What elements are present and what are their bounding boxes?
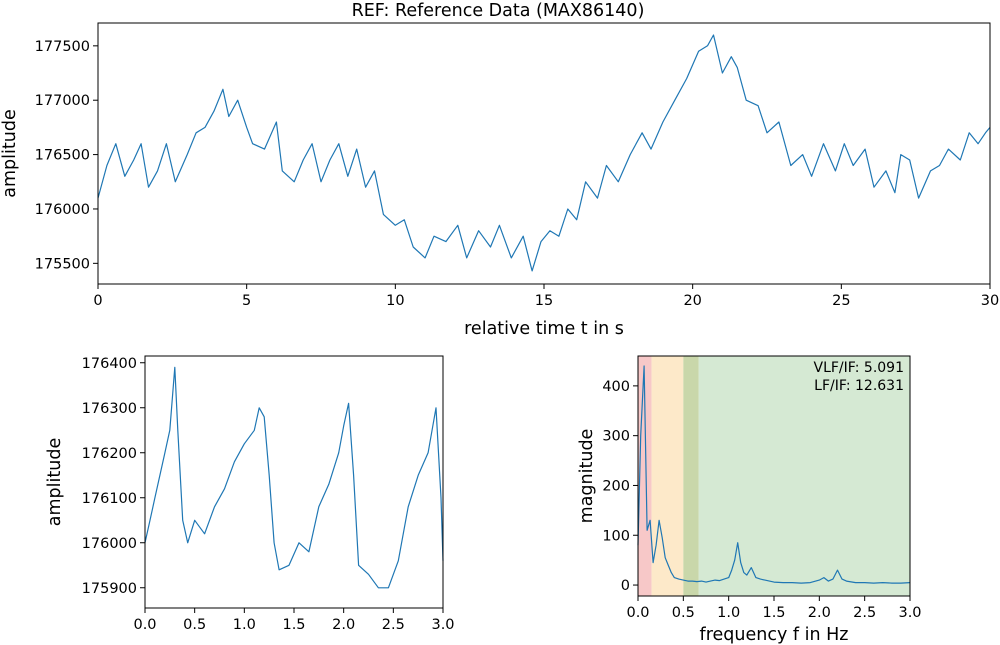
x-axis-label: relative time t in s (464, 319, 624, 339)
x-tick-label: 2.0 (332, 617, 355, 633)
y-tick-label: 176500 (35, 148, 90, 164)
frequency-band (651, 356, 684, 596)
x-tick-label: 1.0 (717, 605, 740, 621)
x-tick-label: 1.5 (762, 605, 785, 621)
ratio-annotation: LF/IF: 12.631 (814, 378, 904, 394)
x-tick-label: 5 (242, 293, 251, 309)
x-tick-label: 2.5 (382, 617, 405, 633)
y-tick-label: 176300 (82, 401, 137, 417)
x-tick-label: 30 (981, 293, 999, 309)
x-tick-label: 0.0 (626, 605, 649, 621)
y-axis-label: amplitude (0, 109, 20, 197)
frequency-band (698, 356, 910, 596)
x-tick-label: 20 (683, 293, 701, 309)
y-tick-label: 177000 (35, 93, 90, 109)
y-tick-label: 176400 (82, 356, 137, 372)
x-tick-label: 1.0 (233, 617, 256, 633)
series-line (144, 366, 444, 589)
y-axis-label: amplitude (45, 438, 65, 526)
x-tick-label: 0 (93, 293, 102, 309)
y-tick-label: 100 (602, 528, 630, 544)
bottom-left-panel: 0.0 0.5 1.0 1.5 2.0 2.5 3.0 175900 176000 176100 1… (45, 355, 455, 633)
y-tick-label: 300 (602, 429, 630, 445)
series-line (637, 365, 911, 584)
y-tick-label: 175900 (82, 581, 137, 597)
top-panel: 0 5 10 15 20 25 30 175500 176000 176500 177000 1775… (0, 22, 999, 339)
x-tick-label: 0.5 (672, 605, 695, 621)
y-tick-label: 177500 (35, 39, 90, 55)
x-tick-label: 0.5 (183, 617, 206, 633)
y-tick-label: 200 (602, 478, 630, 494)
x-tick-label: 10 (386, 293, 404, 309)
y-tick-label: 0 (621, 578, 630, 594)
y-tick-label: 176000 (35, 202, 90, 218)
x-tick-label: 0.0 (133, 617, 156, 633)
x-axis-label: frequency f in Hz (700, 625, 849, 645)
x-tick-label: 1.5 (282, 617, 305, 633)
y-axis-label: magnitude (577, 429, 597, 524)
x-tick-label: 3.0 (898, 605, 921, 621)
bottom-right-panel: 0.0 0.5 1.0 1.5 2.0 2.5 3.0 0 100 200 300 400 freque… (577, 355, 922, 645)
x-tick-label: 3.0 (431, 617, 454, 633)
x-tick-label: 2.5 (853, 605, 876, 621)
y-tick-label: 400 (602, 379, 630, 395)
frequency-band (683, 356, 699, 596)
y-tick-label: 176000 (82, 536, 137, 552)
x-tick-label: 25 (832, 293, 850, 309)
x-tick-label: 2.0 (808, 605, 831, 621)
x-tick-label: 15 (535, 293, 553, 309)
y-tick-label: 176100 (82, 491, 137, 507)
series-line (97, 34, 991, 272)
y-tick-label: 175500 (35, 256, 90, 272)
ratio-annotation: VLF/IF: 5.091 (814, 360, 905, 376)
y-tick-label: 176200 (82, 446, 137, 462)
chart-title: REF: Reference Data (MAX86140) (352, 1, 645, 21)
